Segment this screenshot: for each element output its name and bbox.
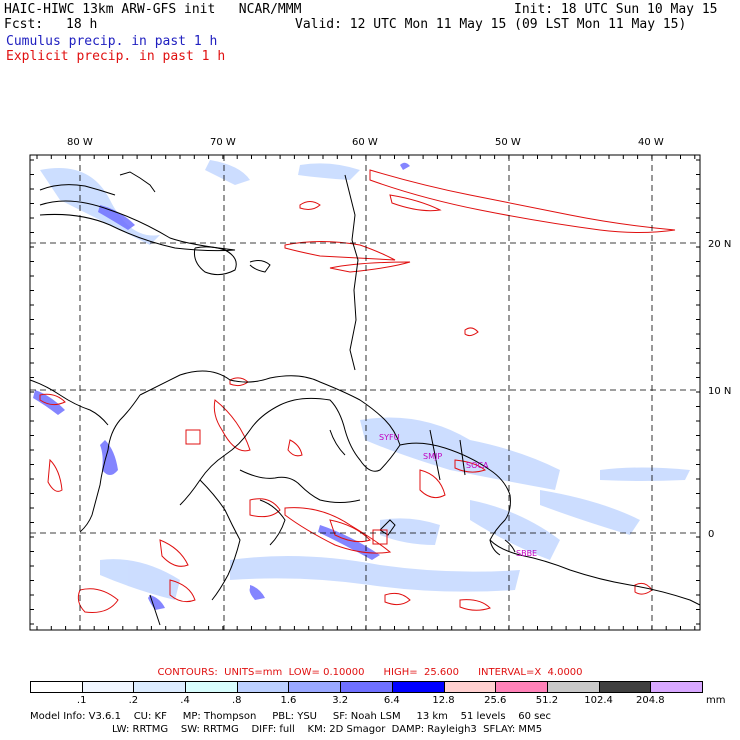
pbl-scheme: PBL: YSU: [272, 711, 317, 722]
lat-label: 20 N: [708, 239, 731, 250]
colorbar-tick-label: 1.6: [280, 695, 297, 706]
colorbar-tick-label: 3.2: [332, 695, 349, 706]
model-version: Model Info: V3.6.1: [30, 711, 121, 722]
lon-label: 40 W: [638, 137, 664, 148]
forecast-label: Fcst:: [4, 17, 44, 32]
station-label: SMJP: [423, 452, 442, 461]
colorbar-swatch: [495, 681, 548, 693]
colorbar-tick-label: .1: [76, 695, 87, 706]
colorbar-tick-label: .2: [128, 695, 139, 706]
lon-label: 80 W: [67, 137, 93, 148]
colorbar-tick-label: 25.6: [484, 695, 507, 706]
colorbar-swatch: [236, 681, 290, 693]
colorbar-swatch: [185, 681, 238, 693]
cumulus-legend: Cumulus precip. in past 1 h: [6, 34, 218, 49]
colorbar-tick-label: 102.4: [584, 695, 613, 706]
time-step: 60 sec: [518, 711, 552, 722]
colorbar-swatch: [81, 681, 135, 693]
mp-scheme: MP: Thompson: [182, 711, 257, 722]
vertical-levels: 51 levels: [460, 711, 506, 722]
colorbar-swatch: [546, 681, 600, 693]
colorbar-tick-label: .8: [231, 695, 242, 706]
station-label: SOCA: [466, 461, 489, 470]
valid-time: Valid: 12 UTC Mon 11 May 15 (09 LST Mon …: [295, 17, 687, 32]
lat-label: 10 N: [708, 386, 731, 397]
map-ticks: [30, 155, 700, 630]
colorbar-swatch: [288, 681, 342, 693]
contour-info: CONTOURS: UNITS=mm LOW= 0.10000 HIGH= 25…: [0, 667, 740, 678]
contours-interval: INTERVAL=X 4.0000: [478, 667, 583, 678]
colorbar-tick-label: 51.2: [535, 695, 559, 706]
lon-label: 70 W: [210, 137, 236, 148]
lat-lon-grid: [30, 155, 700, 630]
damping: DAMP: Rayleigh3: [391, 724, 477, 735]
station-label: SYFU: [379, 433, 400, 442]
colorbar-tick-label: .4: [180, 695, 190, 706]
region-boxes: [185, 429, 388, 545]
lon-label: 60 W: [352, 137, 378, 148]
explicit-legend: Explicit precip. in past 1 h: [6, 49, 226, 64]
lon-label: 50 W: [495, 137, 521, 148]
explicit-precip-contours: [39, 169, 676, 613]
cumulus-precip-cores: [33, 162, 410, 610]
km-option: KM: 2D Smagor: [307, 724, 386, 735]
colorbar-tick-label: 6.4: [383, 695, 400, 706]
cu-scheme: CU: KF: [133, 711, 167, 722]
sfc-layer: SFLAY: MM5: [483, 724, 543, 735]
colorbar-tick-label: 12.8: [432, 695, 455, 706]
sf-scheme: SF: Noah LSM: [332, 711, 401, 722]
lat-label: 0: [708, 529, 714, 540]
model-info-line2: LW: RRTMG SW: RRTMG DIFF: full KM: 2D Sm…: [112, 724, 542, 735]
grid-spacing: 13 km: [416, 711, 448, 722]
colorbar-swatch: [391, 681, 445, 693]
contours-low: LOW= 0.10000: [288, 667, 365, 678]
colorbar-swatch: [650, 681, 703, 693]
contours-high: HIGH= 25.600: [383, 667, 459, 678]
colorbar-swatch: [133, 681, 187, 693]
lw-scheme: LW: RRTMG: [112, 724, 169, 735]
sw-scheme: SW: RRTMG: [180, 724, 239, 735]
colorbar-tick-label: 204.8: [635, 695, 665, 706]
contours-units: UNITS=mm: [224, 667, 283, 678]
colorbar-unit: mm: [706, 695, 726, 706]
colorbar-swatch: [30, 681, 83, 693]
colorbar-swatch: [598, 681, 652, 693]
forecast-value: 18 h: [66, 17, 98, 32]
station-label: SBBE: [516, 549, 537, 558]
coastlines: [29, 171, 701, 626]
diffusion: DIFF: full: [251, 724, 295, 735]
model-title: HAIC-HIWC 13km ARW-GFS init NCAR/MMM: [4, 2, 302, 17]
model-info-line1: Model Info: V3.6.1 CU: KF MP: Thompson P…: [30, 711, 551, 722]
init-time: Init: 18 UTC Sun 10 May 15: [514, 2, 718, 17]
colorbar-swatch: [443, 681, 497, 693]
colorbar-swatch: [340, 681, 393, 693]
contours-label: CONTOURS:: [157, 667, 218, 678]
